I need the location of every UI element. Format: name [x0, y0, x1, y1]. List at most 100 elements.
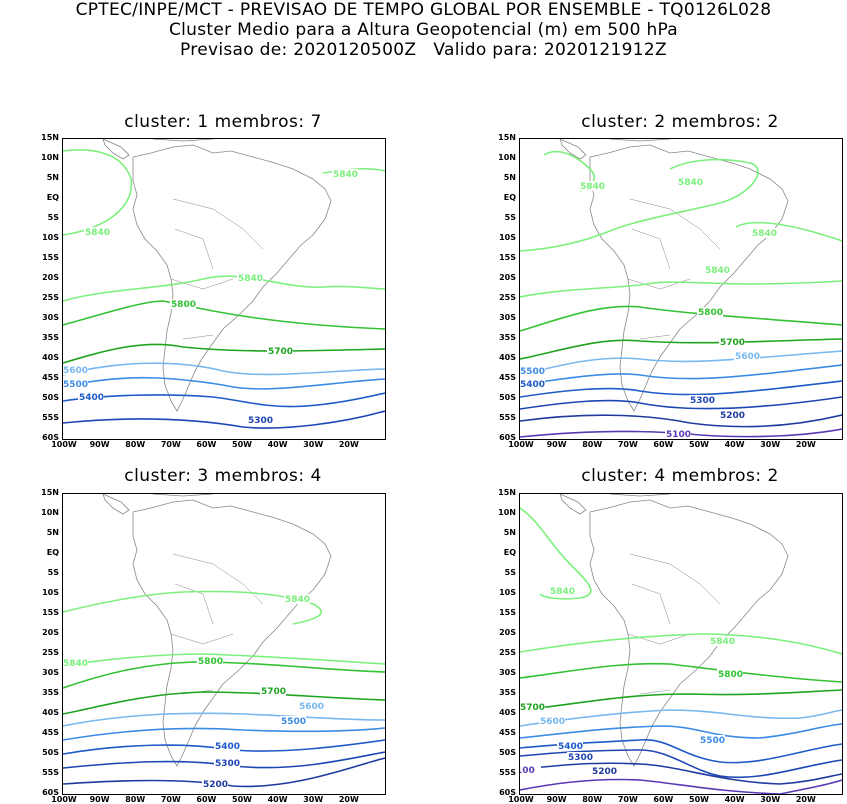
latitude-tick-label: 55S	[42, 768, 59, 777]
latitude-tick-label: 10S	[42, 588, 59, 597]
contour-line-5700	[520, 689, 842, 711]
longitude-tick-label: 30W	[303, 440, 324, 449]
country-border	[631, 583, 671, 625]
figure-header: CPTEC/INPE/MCT - PREVISAO DE TEMPO GLOBA…	[0, 0, 847, 60]
contour-label-background	[665, 429, 691, 439]
latitude-tick-label: 15S	[42, 253, 59, 262]
latitude-tick-label: 50S	[42, 748, 59, 757]
coastline	[589, 499, 789, 767]
contour-label: 100	[520, 766, 535, 776]
panel-title: cluster: 1 membros: 7	[124, 112, 322, 132]
contour-label: 5700	[720, 338, 745, 348]
latitude-tick-label: 30S	[42, 668, 59, 677]
contour-label: 5840	[333, 170, 358, 180]
latitude-tick-label: 10N	[41, 508, 59, 517]
latitude-tick-label: 35S	[499, 333, 516, 342]
contour-label-background	[677, 177, 703, 187]
contour-line-5840	[63, 149, 133, 236]
contour-label-background	[298, 701, 324, 711]
contour-line-5700	[63, 343, 385, 364]
latitude-tick-label: 45S	[42, 373, 59, 382]
latitude-tick-label: 30S	[42, 313, 59, 322]
latitude-tick-label: 60S	[499, 788, 516, 797]
latitude-tick-label: 45S	[499, 728, 516, 737]
contour-label: 5800	[698, 308, 723, 318]
latitude-tick-label: 15N	[498, 133, 516, 142]
country-border	[627, 278, 691, 290]
contour-line-5600	[63, 362, 385, 376]
latitude-tick-label: 15N	[41, 488, 59, 497]
longitude-tick-label: 60W	[653, 440, 674, 449]
latitude-tick-label: 5N	[503, 528, 516, 537]
coastline	[132, 499, 332, 767]
contour-line-5100	[520, 778, 842, 794]
contour-line-5840	[63, 653, 385, 667]
country-border	[629, 553, 721, 605]
latitude-tick-label: 30S	[499, 668, 516, 677]
panel-title: cluster: 3 membros: 4	[124, 466, 322, 486]
contour-label: 5400	[215, 742, 240, 752]
latitude-tick-label: 10S	[499, 233, 516, 242]
latitude-tick-label: 50S	[499, 393, 516, 402]
contour-line-5400	[63, 392, 385, 408]
longitude-tick-label: 20W	[338, 440, 359, 449]
contour-line-5300	[63, 410, 385, 429]
contour-line-5300	[520, 749, 842, 779]
contour-label: 5500	[281, 717, 306, 727]
longitude-tick-label: 90W	[546, 440, 567, 449]
longitude-tick-label: 80W	[125, 795, 146, 804]
latitude-tick-label: 40S	[42, 353, 59, 362]
contour-label: 5700	[261, 687, 286, 697]
coastline	[559, 494, 587, 515]
longitude-tick-label: 50W	[232, 440, 252, 449]
contour-label: 5300	[215, 759, 240, 769]
contour-line-5500	[63, 376, 385, 390]
header-forecast-line: Previsao de: 2020120500Z Valido para: 20…	[180, 40, 667, 60]
longitude-tick-label: 80W	[582, 440, 603, 449]
map-svg: 5840 5840 5840 5800 5700 5600 5500 5400 5300	[63, 139, 385, 429]
contour-label-background	[267, 346, 293, 356]
contour-line-5200	[520, 762, 842, 785]
contour-line-5500	[520, 723, 842, 739]
contour-line-5800	[63, 661, 385, 689]
longitude-tick-label: 20W	[795, 440, 816, 449]
contour-label: 5840	[238, 274, 263, 284]
map-svg: 5840 5840 5840 5840 5800 5700 5600 5500 5400 5300…	[520, 139, 842, 439]
latitude-tick-label: 35S	[42, 688, 59, 697]
latitude-tick-label: 60S	[42, 433, 59, 442]
panel-title: cluster: 2 membros: 2	[581, 112, 779, 132]
longitude-tick-label: 60W	[653, 795, 674, 804]
contour-line-5600	[63, 712, 385, 727]
contour-line-5500	[520, 364, 842, 386]
contour-label: 5400	[558, 742, 583, 752]
contour-label: 5840	[752, 229, 777, 239]
coastline	[152, 494, 214, 497]
contour-line-5500	[63, 727, 385, 741]
longitude-tick-label: 30W	[760, 795, 781, 804]
header-subtitle-line: Cluster Medio para a Altura Geopotencial…	[168, 20, 679, 40]
contour-label-background	[567, 752, 593, 762]
contour-label-background	[717, 669, 743, 679]
country-border	[631, 228, 671, 270]
contour-line-5840	[63, 590, 322, 625]
contour-label-background	[284, 594, 310, 604]
country-border	[629, 198, 721, 250]
latitude-tick-label: 45S	[499, 373, 516, 382]
coastline	[102, 494, 130, 515]
contour-label: 5800	[198, 657, 223, 667]
longitude-tick-label: 90W	[89, 795, 110, 804]
longitude-tick-label: 80W	[125, 440, 146, 449]
latitude-tick-label: 5N	[46, 528, 59, 537]
latitude-tick-label: 60S	[42, 788, 59, 797]
longitude-tick-label: 50W	[689, 795, 709, 804]
contour-line-5840	[520, 507, 592, 600]
contour-label-background	[63, 379, 88, 389]
latitude-tick-label: EQ	[46, 193, 59, 202]
coastline	[609, 139, 671, 142]
map-area: 5840 5840 5840 5840 5800 5700 5600 5500 5400 5300…	[519, 138, 843, 440]
longitude-tick-label: 50W	[232, 795, 252, 804]
coastline	[102, 139, 130, 160]
latitude-tick-label: 45S	[42, 728, 59, 737]
longitude-tick-label: 90W	[546, 795, 567, 804]
